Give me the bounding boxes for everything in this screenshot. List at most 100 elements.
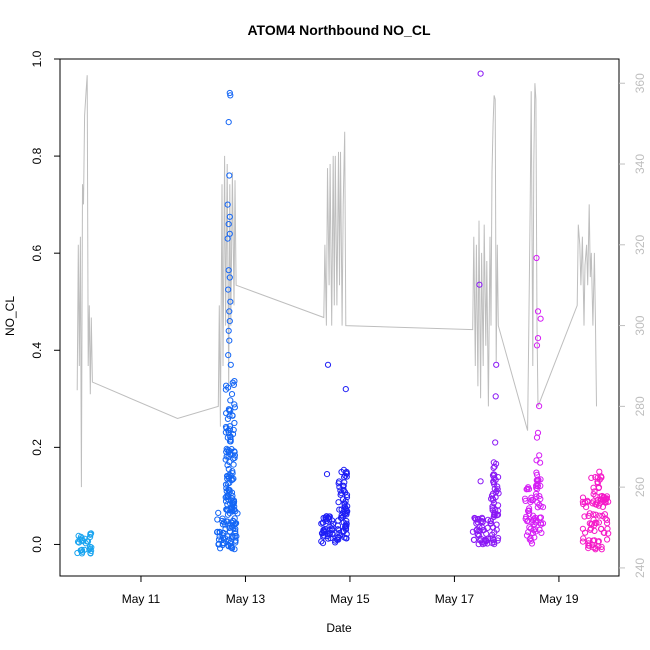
y-tick-label: 1.0 <box>30 50 44 67</box>
data-point <box>223 445 230 452</box>
axes-layer: 0.0 0.2 0.4 0.6 0.8 1.0 240 260 280 300 320 340 360 M… <box>30 50 647 606</box>
data-point <box>585 545 592 552</box>
data-point <box>225 384 232 391</box>
y2-tick-label: 280 <box>633 396 647 416</box>
data-point <box>493 361 500 368</box>
series-cluster-5 <box>521 254 547 547</box>
data-point <box>590 491 597 498</box>
data-point <box>599 503 607 510</box>
data-point <box>596 512 603 519</box>
series-line-secondary <box>76 75 597 488</box>
data-point <box>79 538 86 545</box>
data-point <box>479 519 486 526</box>
y2-tick-label: 300 <box>633 315 647 335</box>
data-point <box>225 521 232 528</box>
data-point <box>534 499 541 506</box>
data-point <box>226 318 233 325</box>
data-point <box>226 524 233 532</box>
data-point <box>223 410 230 417</box>
data-point <box>476 281 483 288</box>
data-point <box>224 462 231 469</box>
data-point <box>324 361 332 368</box>
data-point <box>488 495 495 502</box>
data-point <box>224 235 231 242</box>
data-point <box>227 298 234 305</box>
data-point <box>605 530 612 537</box>
data-point <box>226 308 233 315</box>
data-point <box>522 497 529 504</box>
data-point <box>232 530 239 537</box>
data-point <box>533 254 540 262</box>
data-point <box>598 546 605 553</box>
data-point <box>342 472 349 479</box>
data-point <box>469 528 476 535</box>
data-point <box>222 456 229 463</box>
data-point <box>344 508 351 515</box>
data-point <box>324 532 331 540</box>
plot-frame <box>59 58 620 577</box>
data-point <box>529 529 537 537</box>
data-point <box>537 459 544 466</box>
data-point <box>491 481 498 488</box>
data-point <box>87 531 94 538</box>
data-point <box>231 419 238 427</box>
data-point <box>492 439 499 446</box>
x-tick-label: May 19 <box>539 592 579 606</box>
y2-tick-label: 340 <box>633 154 647 174</box>
data-point <box>87 549 94 557</box>
data-point <box>323 516 330 523</box>
data-point <box>491 509 498 516</box>
data-point <box>225 327 232 334</box>
y2-tick-label: 320 <box>633 234 647 254</box>
data-point <box>226 274 233 281</box>
data-point <box>491 463 498 470</box>
data-point <box>591 488 598 495</box>
data-point <box>579 494 587 501</box>
data-point <box>483 530 490 537</box>
data-point <box>77 547 84 554</box>
data-point <box>229 545 236 552</box>
data-point <box>228 544 235 551</box>
data-point <box>337 487 344 494</box>
data-point <box>589 500 596 507</box>
data-point <box>334 526 341 533</box>
data-point <box>528 537 535 544</box>
data-point <box>528 494 535 501</box>
data-point <box>343 491 351 499</box>
data-point <box>230 426 237 433</box>
y-axis-label: NO_CL <box>3 296 17 336</box>
data-point <box>224 415 231 422</box>
data-point <box>533 342 541 349</box>
data-point <box>224 493 232 500</box>
data-point <box>228 489 236 496</box>
data-point <box>593 499 601 506</box>
data-point <box>223 382 230 389</box>
data-point <box>533 434 541 441</box>
data-point <box>76 536 83 543</box>
data-point <box>229 431 237 438</box>
data-point <box>225 267 232 274</box>
data-point <box>227 438 234 445</box>
data-point <box>340 487 347 494</box>
data-point <box>342 498 349 505</box>
series-cluster-4 <box>469 70 502 548</box>
data-point <box>227 92 234 99</box>
y2-tick-label: 260 <box>633 477 647 497</box>
data-point <box>231 454 238 461</box>
data-point <box>523 486 530 493</box>
data-point <box>228 495 236 502</box>
x-axis-label: Date <box>326 621 352 635</box>
data-point <box>490 524 497 531</box>
data-point <box>472 515 479 522</box>
data-point <box>598 473 605 480</box>
data-point <box>588 521 596 528</box>
data-point <box>536 514 543 521</box>
data-point <box>219 541 226 549</box>
x-tick-label: May 17 <box>435 592 475 606</box>
data-point <box>585 537 593 544</box>
data-point <box>226 423 233 430</box>
data-point <box>225 475 233 482</box>
data-point <box>489 540 496 547</box>
data-point <box>225 448 232 456</box>
y2-tick-label: 240 <box>633 558 647 578</box>
